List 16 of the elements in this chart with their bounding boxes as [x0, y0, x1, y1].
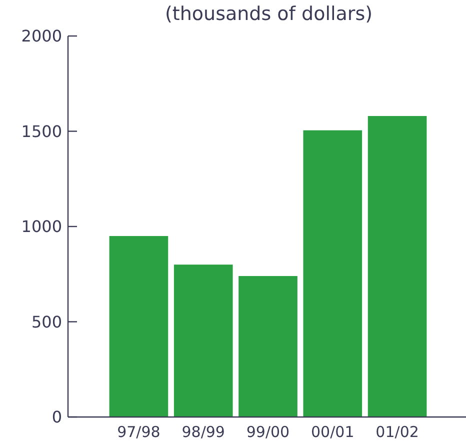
bar [238, 276, 298, 417]
y-tick-label: 2000 [21, 26, 62, 46]
y-tick-label: 1000 [21, 217, 62, 236]
y-tick-label: 0 [52, 408, 62, 427]
bar [303, 130, 362, 417]
bar [174, 264, 233, 417]
y-tick-label: 1500 [21, 122, 62, 141]
bar [109, 236, 168, 417]
y-tick-label: 500 [31, 312, 62, 332]
x-tick-label: 00/01 [311, 423, 354, 441]
chart-title: (thousands of dollars) [165, 3, 373, 25]
x-tick-label: 97/98 [117, 423, 160, 441]
x-tick-label: 99/00 [246, 423, 290, 441]
x-tick-label: 01/02 [376, 423, 419, 441]
bar [368, 116, 427, 417]
x-tick-label: 98/99 [182, 423, 225, 441]
